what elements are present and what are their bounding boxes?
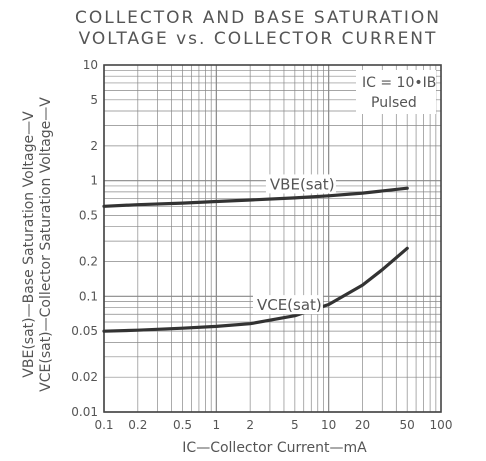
series-label-vce: VCE(sat): [257, 296, 322, 314]
series-label-backdrop: [265, 174, 336, 194]
x-tick-label: 50: [400, 418, 415, 432]
x-tick-label: 20: [355, 418, 370, 432]
y-tick-label: 0.02: [71, 370, 98, 384]
x-tick-label: 0.2: [128, 418, 147, 432]
x-tick-label: 10: [321, 418, 336, 432]
y-tick-label: 0.05: [71, 324, 98, 338]
y-tick-label: 5: [90, 93, 98, 107]
y-tick-label: 2: [90, 139, 98, 153]
series-line-2: [102, 246, 409, 333]
series-label-vbe: VBE(sat): [270, 175, 335, 193]
x-tick-label: 5: [291, 418, 299, 432]
x-tick-label: 0.1: [94, 418, 113, 432]
series-line-1: [102, 186, 409, 208]
annotation-pulsed: Pulsed: [371, 95, 417, 111]
y-axis-title-line2: VCE(sat)—Collector Saturation Voltage—V: [38, 97, 54, 392]
x-tick-label: 1: [213, 418, 221, 432]
y-tick-label: 1: [90, 174, 98, 188]
y-tick-label: 0.5: [79, 208, 98, 222]
x-tick-label: 100: [430, 418, 453, 432]
chart-title-line2: VOLTAGE vs. COLLECTOR CURRENT: [78, 29, 438, 49]
annotation-backdrop: [356, 70, 436, 114]
x-axis-title: IC—Collector Current—mA: [182, 440, 367, 456]
plot-border: [103, 64, 442, 413]
annotation-condition: IC = 10•IB: [362, 75, 436, 91]
y-tick-label: 10: [83, 58, 98, 72]
y-tick-label: 0.01: [71, 405, 98, 419]
series-label-backdrop: [252, 295, 323, 315]
chart-title-line1: COLLECTOR AND BASE SATURATION: [74, 8, 442, 28]
y-tick-label: 0.2: [79, 255, 98, 269]
y-tick-label: 0.1: [79, 289, 98, 303]
x-tick-label: 0.5: [173, 418, 192, 432]
y-axis-title-line1: VBE(sat)—Base Saturation Voltage—V: [21, 111, 37, 378]
x-tick-label: 2: [246, 418, 254, 432]
